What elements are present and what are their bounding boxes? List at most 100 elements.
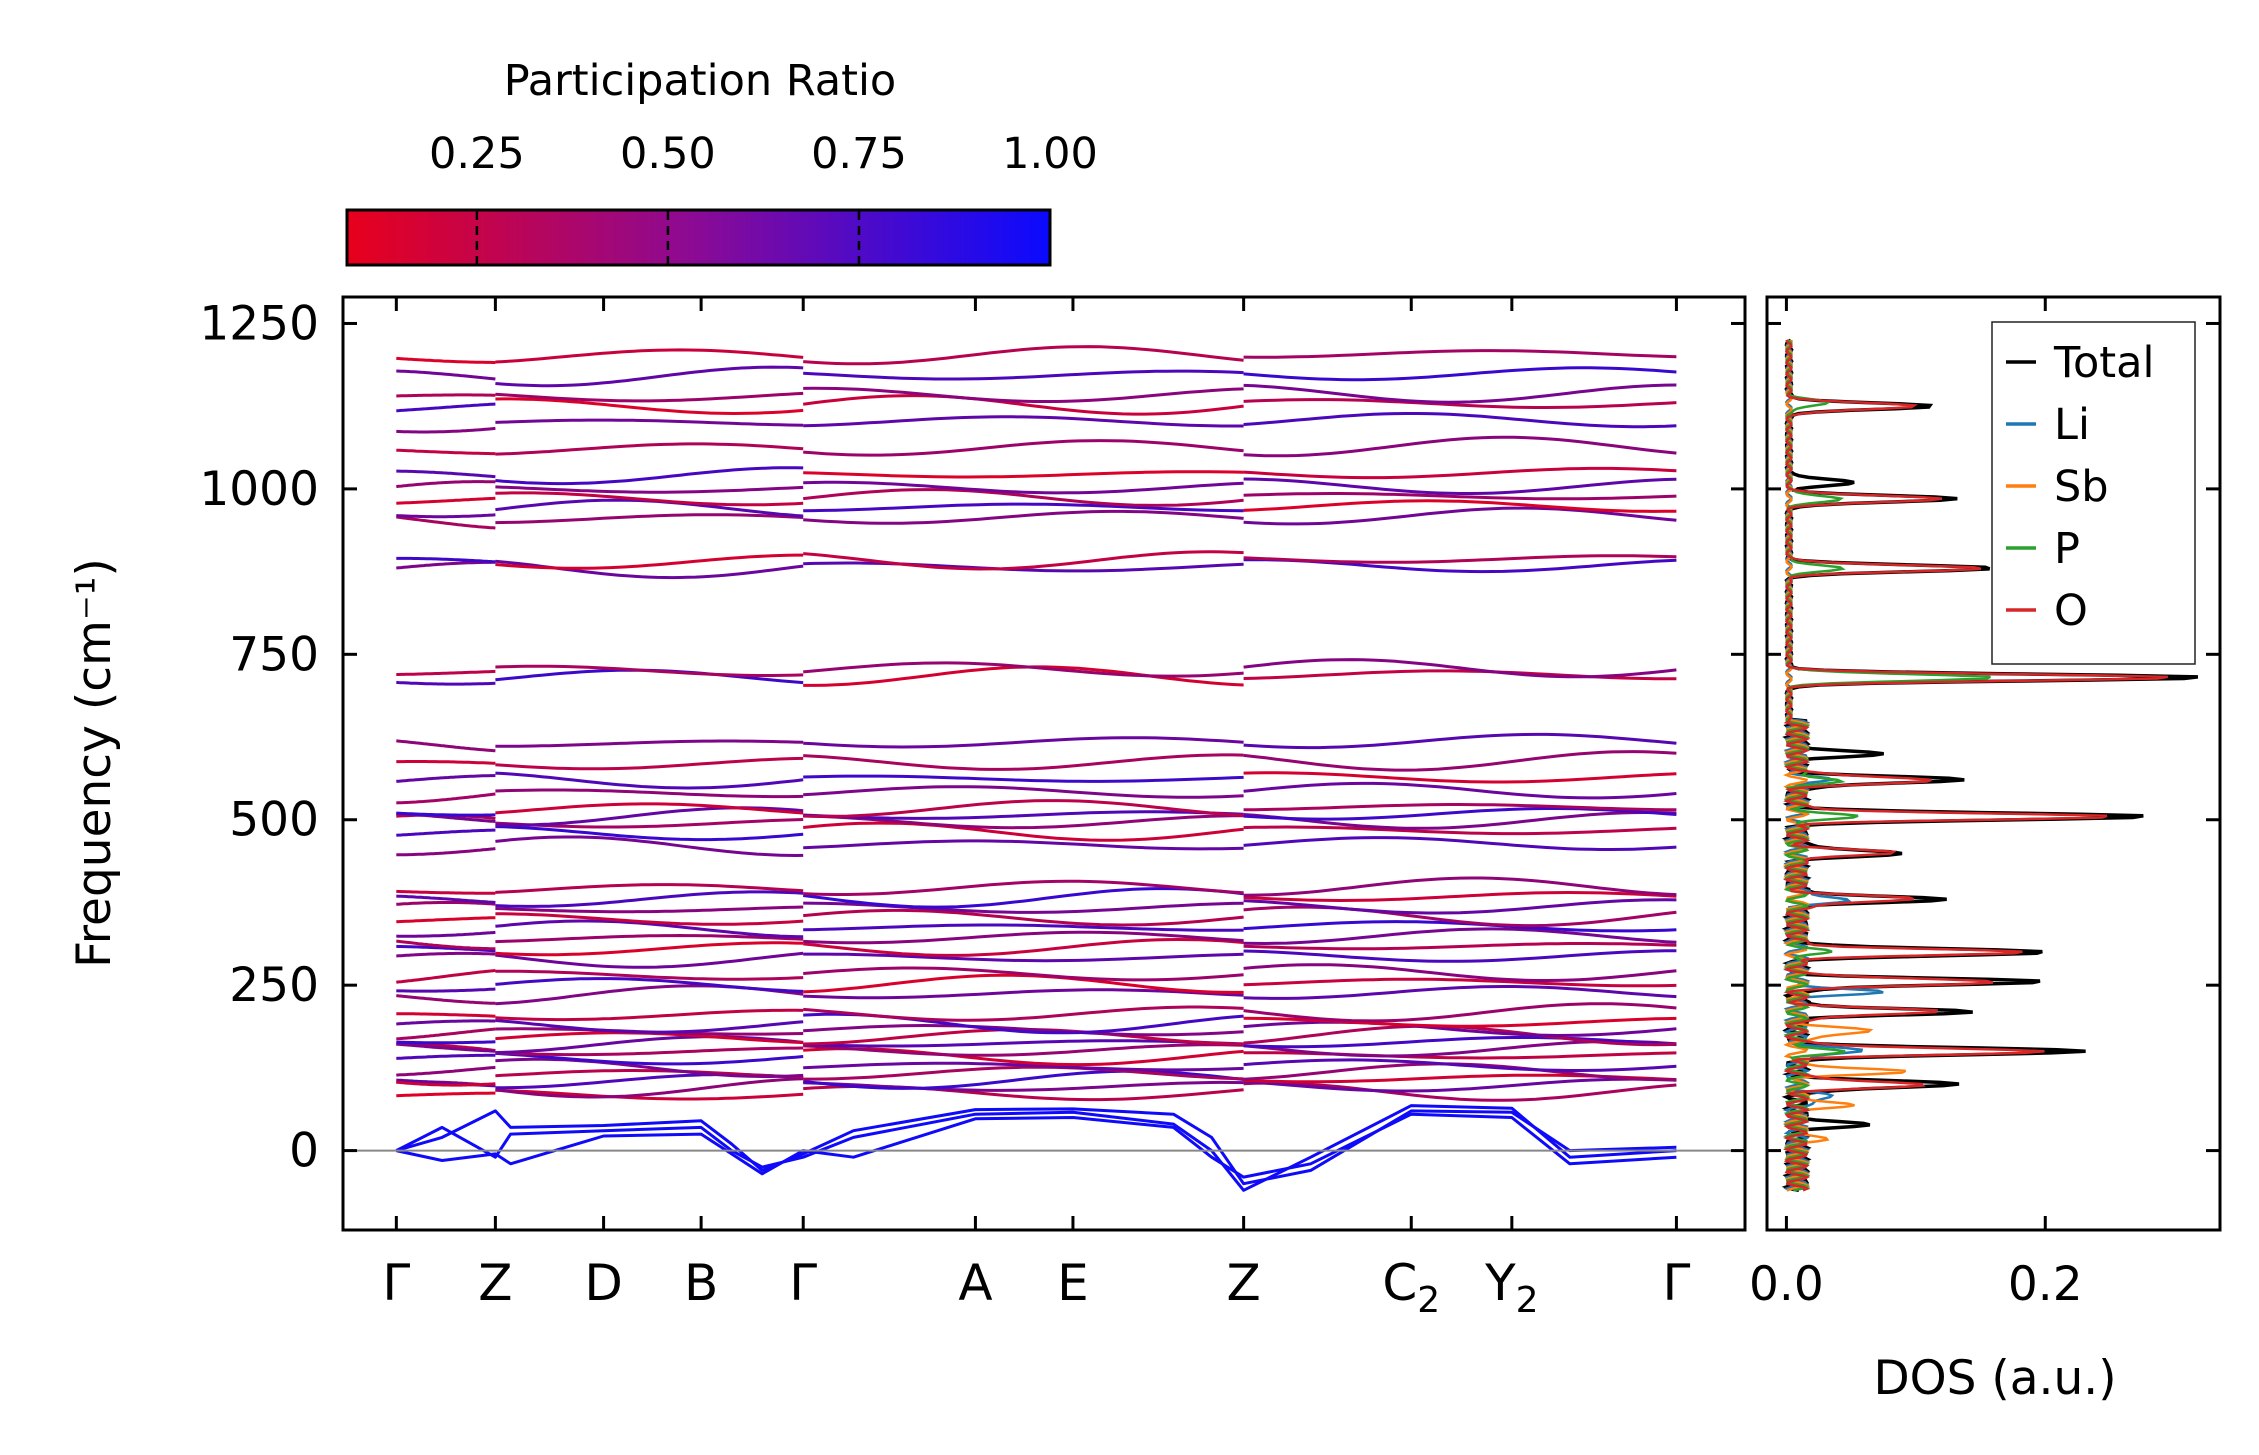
phonon-band [495, 1035, 804, 1055]
phonon-band [1243, 477, 1677, 495]
phonon-band [396, 930, 496, 938]
y-tick-label: 250 [229, 958, 319, 1013]
phonon-band [396, 496, 496, 505]
phonon-band [495, 397, 804, 416]
kpath-label: Y2 [1484, 1254, 1538, 1321]
legend-label: O [2054, 586, 2088, 636]
kpath-label: Γ [382, 1254, 410, 1312]
phonon-band [1243, 905, 1677, 928]
phonon-band [495, 1008, 804, 1022]
phonon-band [396, 994, 496, 1005]
phonon-band [803, 480, 1244, 495]
phonon-band [1243, 658, 1677, 679]
legend-label: Li [2054, 400, 2090, 450]
phonon-band [803, 839, 1244, 851]
phonon-band [495, 951, 804, 969]
phonon-band [803, 908, 1244, 927]
phonon-band [495, 1019, 804, 1034]
phonon-band [803, 973, 1244, 994]
phonon-band [803, 439, 1244, 457]
phonon-band [396, 811, 496, 817]
phonon-band [1243, 898, 1677, 915]
phonon-band [803, 415, 1244, 428]
band-y-axis-label: Frequency (cm⁻¹) [67, 558, 122, 968]
phonon-band [495, 1077, 804, 1099]
colorbar-tick-label: 1.00 [1002, 129, 1098, 179]
phonon-band [396, 560, 496, 570]
phonon-band [1243, 492, 1677, 501]
colorbar-label: Participation Ratio [504, 56, 897, 106]
phonon-band [1243, 927, 1677, 946]
phonon-band [495, 1046, 804, 1057]
phonon-band [495, 933, 804, 944]
phonon-band [1243, 398, 1677, 409]
y-tick-label: 0 [289, 1124, 319, 1179]
phonon-band [396, 513, 496, 519]
kpath-label: Γ [789, 1254, 817, 1312]
phonon-band [803, 394, 1244, 416]
phonon-band [495, 1057, 804, 1078]
phonon-band [803, 561, 1244, 573]
phonon-band [803, 753, 1244, 771]
legend-frame [1991, 321, 2196, 665]
phonon-band [495, 905, 804, 914]
phonon-band [1243, 890, 1677, 903]
phonon-band [1243, 836, 1677, 851]
phonon-band [1243, 1002, 1677, 1023]
phonon-band [396, 1091, 496, 1098]
phonon-band [495, 890, 804, 908]
phonon-band [1243, 1020, 1677, 1038]
phonon-band [1243, 349, 1677, 359]
phonon-band [396, 944, 496, 953]
phonon-band [495, 969, 804, 981]
phonon-band [495, 348, 804, 364]
phonon-band [803, 736, 1244, 749]
phonon-band [803, 1023, 1244, 1037]
phonon-band [396, 469, 496, 479]
phonon-band [1243, 949, 1677, 963]
phonon-band [396, 987, 496, 993]
acoustic-band [395, 1107, 1677, 1186]
phonon-band [396, 760, 496, 765]
phonon-band [803, 988, 1244, 1000]
phonon-band [396, 792, 496, 805]
phonon-band [803, 470, 1244, 479]
kpath-label: Z [1226, 1254, 1260, 1312]
phonon-band [396, 356, 496, 364]
phonon-band [396, 847, 496, 857]
phonon-band [495, 802, 804, 815]
phonon-band [1243, 732, 1677, 750]
phonon-band [495, 553, 804, 570]
phonon-band [495, 835, 804, 858]
phonon-band [803, 774, 1244, 783]
phonon-band [803, 785, 1244, 799]
phonon-band [396, 680, 496, 686]
acoustic-band [395, 1112, 1677, 1179]
phonon-band [396, 369, 496, 381]
phonon-band [803, 1080, 1244, 1092]
phonon-band [803, 821, 1244, 842]
phonon-band [1243, 435, 1677, 458]
phonon-band [1243, 383, 1677, 404]
band-kpath-ticks: Γ Z D B Γ A E Z C2 Y2 Γ [382, 297, 1690, 1321]
legend-label: Sb [2054, 462, 2109, 512]
kpath-label: C2 [1382, 1254, 1440, 1321]
phonon-band [1243, 985, 1677, 1000]
phonon-band [495, 771, 804, 790]
phonon-band [495, 365, 804, 388]
phonon-band [1243, 1058, 1677, 1072]
phonon-band [1243, 942, 1677, 951]
phonon-band [495, 825, 804, 842]
phonon-band [1243, 412, 1677, 429]
phonon-band [803, 923, 1244, 932]
phonon-band [396, 1040, 496, 1045]
dos-series-o [1783, 339, 2168, 1192]
phonon-band [396, 1027, 496, 1041]
phonon-band [1243, 554, 1677, 564]
legend-label: Total [2053, 338, 2154, 388]
phonon-band [1243, 803, 1677, 812]
colorbar [345, 208, 1052, 267]
dos-legend: Total Li Sb PO [1991, 321, 2196, 665]
y-tick-label: 1250 [199, 296, 319, 351]
